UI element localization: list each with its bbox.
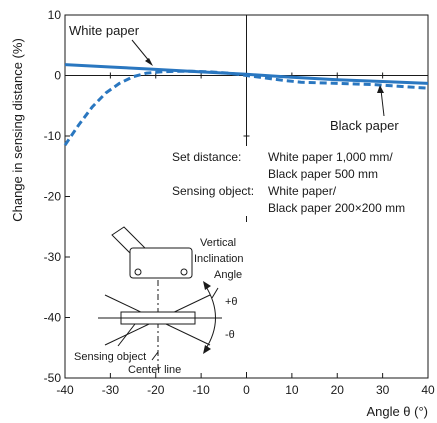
x-tick-label: 10 — [285, 383, 299, 397]
sensor-icon — [111, 226, 193, 279]
setup-diagram: Vertical Inclination Angle +θ -θ Sensing… — [70, 222, 260, 376]
sensing-object-leader — [117, 323, 136, 347]
y-tick-label: 10 — [48, 8, 62, 22]
black-paper-arrow — [380, 89, 385, 117]
y-tick-label: -10 — [44, 129, 62, 143]
sensing-object-label: Sensing object: — [172, 184, 254, 198]
inclination-leader — [211, 287, 219, 299]
y-tick-label: -30 — [44, 250, 62, 264]
sensing-object-diagram-label: Sensing object — [74, 351, 146, 363]
y-axis-title: Change in sensing distance (%) — [10, 38, 25, 222]
y-tick-label: -40 — [44, 311, 62, 325]
white-paper-arrowhead — [145, 58, 153, 66]
sensing-object-line2: Black paper 200×200 mm — [268, 201, 405, 215]
x-tick-label: -20 — [147, 383, 165, 397]
x-tick-label: 20 — [331, 383, 345, 397]
x-tick-label: 30 — [376, 383, 390, 397]
set-distance-line1: White paper 1,000 mm/ — [268, 150, 393, 164]
x-tick-label: 40 — [421, 383, 435, 397]
minus-theta-label: -θ — [225, 329, 235, 341]
center-line-leader — [151, 351, 159, 361]
y-tick-label: 0 — [54, 69, 61, 83]
inclination-label: Inclination — [194, 253, 244, 265]
black-paper-arrowhead — [377, 85, 384, 93]
center-line-label: Center line — [128, 364, 181, 376]
set-distance-label: Set distance: — [172, 150, 241, 164]
white-paper-arrow — [131, 39, 151, 63]
x-axis-title: Angle θ (°) — [366, 404, 428, 419]
series-line-black-paper — [63, 69, 429, 146]
y-tick-label: -20 — [44, 190, 62, 204]
conditions-note-bg — [170, 146, 426, 216]
x-tick-label: 0 — [243, 383, 250, 397]
sensing-object-line1: White paper/ — [268, 184, 337, 198]
plus-theta-label: +θ — [225, 296, 238, 308]
x-tick-label: -10 — [192, 383, 210, 397]
diagram-bg — [70, 222, 260, 372]
x-tick-label: -40 — [56, 383, 74, 397]
set-distance-line2: Black paper 500 mm — [268, 167, 378, 181]
angle-arc — [204, 284, 216, 351]
angle-label: Angle — [214, 269, 242, 281]
vertical-label: Vertical — [200, 237, 236, 249]
x-tick-label: -30 — [102, 383, 120, 397]
angle-arc-arrow-top — [203, 281, 211, 290]
y-tick-label: -50 — [44, 371, 62, 385]
black-paper-label: Black paper — [330, 118, 399, 133]
white-paper-label: White paper — [69, 23, 140, 38]
angle-arc-arrow-bottom — [203, 345, 211, 354]
